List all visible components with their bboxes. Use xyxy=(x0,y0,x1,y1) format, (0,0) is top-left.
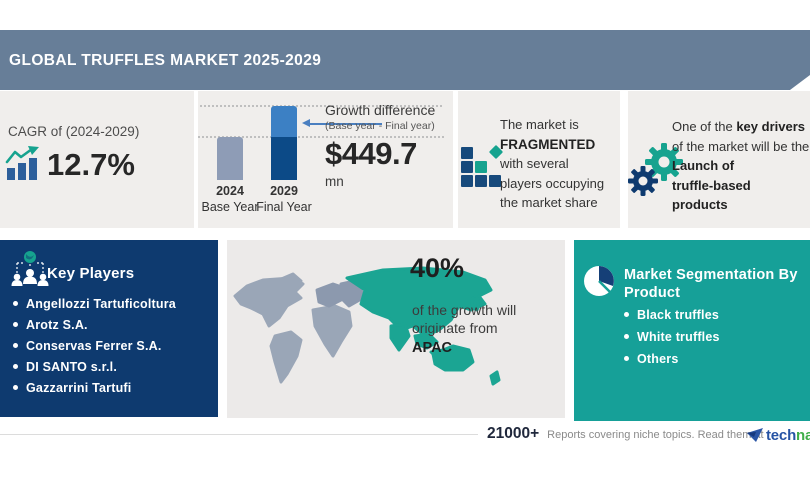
bar-2029 xyxy=(271,106,297,180)
bullet-icon xyxy=(624,334,629,339)
cagr-panel: CAGR of (2024-2029) 12.7% xyxy=(0,91,194,228)
key-players-box: Key Players Angellozzi Tartuficoltura Ar… xyxy=(0,240,218,417)
list-item: Angellozzi Tartuficoltura xyxy=(13,297,176,311)
fragmented-squares-icon xyxy=(460,143,506,194)
growth-difference-panel: 2024 Base Year 2029 Final Year Growth di… xyxy=(198,91,453,228)
cagr-value: 12.7% xyxy=(47,147,135,182)
bar-label-2024: 2024 Base Year xyxy=(201,184,259,214)
technavio-wordmark: technavio xyxy=(766,427,810,444)
bullet-icon xyxy=(13,364,18,369)
growth-unit: mn xyxy=(325,174,344,189)
bar-2024 xyxy=(217,137,243,180)
footer-note: Reports covering niche topics. Read them… xyxy=(547,429,764,441)
technavio-plane-icon xyxy=(747,427,763,442)
page-title: GLOBAL TRUFFLES MARKET 2025-2029 xyxy=(9,52,322,69)
bullet-icon xyxy=(13,322,18,327)
fragmented-panel: The market is FRAGMENTED with several pl… xyxy=(458,91,620,228)
fragmented-keyword: FRAGMENTED xyxy=(500,136,596,152)
bullet-icon xyxy=(624,356,629,361)
header-corner-cut xyxy=(790,75,810,90)
segmentation-title: Market Segmentation By Product xyxy=(624,267,798,301)
list-item: Arotz S.A. xyxy=(13,318,176,332)
pie-chart-icon xyxy=(582,263,618,304)
growth-arrow-icon xyxy=(302,119,382,128)
key-drivers-keyword: key drivers xyxy=(736,119,805,134)
list-item: Gazzarrini Tartufi xyxy=(13,381,176,395)
bullet-icon xyxy=(13,301,18,306)
bar-2029-growth-segment xyxy=(271,106,297,137)
cagr-label: CAGR of (2024-2029) xyxy=(8,124,140,139)
bullet-icon xyxy=(624,312,629,317)
region-growth-box: 40% of the growth will originate from AP… xyxy=(227,240,565,418)
key-players-list: Angellozzi Tartuficoltura Arotz S.A. Con… xyxy=(13,297,176,402)
header-bar: GLOBAL TRUFFLES MARKET 2025-2029 xyxy=(0,30,810,90)
growth-title: Growth difference xyxy=(325,102,436,118)
bar-2029-base-segment xyxy=(271,137,297,180)
list-item: Conservas Ferrer S.A. xyxy=(13,339,176,353)
report-count: 21000+ xyxy=(487,425,540,442)
technavio-logo[interactable]: technavio xyxy=(747,427,810,444)
list-item: White truffles xyxy=(624,330,720,344)
growth-text-block: Growth difference (Base year - Final yea… xyxy=(325,102,435,189)
segmentation-list: Black truffles White truffles Others xyxy=(624,308,720,374)
key-driver-panel: One of the key drivers of the market wil… xyxy=(628,91,810,228)
bar-chart-rising-arrow-icon xyxy=(5,146,43,187)
key-players-title: Key Players xyxy=(47,265,135,282)
apac-growth-percent: 40% xyxy=(410,253,465,283)
bullet-icon xyxy=(13,385,18,390)
bar-label-2029: 2029 Final Year xyxy=(256,184,312,214)
apac-growth-text: of the growth will originate from APAC xyxy=(412,302,517,356)
gears-icon xyxy=(628,143,684,202)
fragmented-text: The market is FRAGMENTED with several pl… xyxy=(500,117,605,210)
key-driver-text: One of the key drivers of the market wil… xyxy=(672,119,810,212)
footer-divider xyxy=(0,434,478,435)
growth-subtitle: (Base year - Final year) xyxy=(325,120,435,132)
org-chart-people-icon xyxy=(10,250,50,299)
growth-value: $449.7 xyxy=(325,136,417,171)
footer-reports: 21000+ Reports covering niche topics. Re… xyxy=(487,425,764,443)
list-item: Black truffles xyxy=(624,308,720,322)
segmentation-box: Market Segmentation By Product Black tru… xyxy=(574,240,810,421)
list-item: Others xyxy=(624,352,720,366)
world-map-apac-highlight xyxy=(233,258,543,413)
list-item: DI SANTO s.r.l. xyxy=(13,360,176,374)
gridline-base-year xyxy=(198,136,444,138)
gridline-final-year xyxy=(200,105,442,107)
region-name: APAC xyxy=(412,340,453,356)
bullet-icon xyxy=(13,343,18,348)
